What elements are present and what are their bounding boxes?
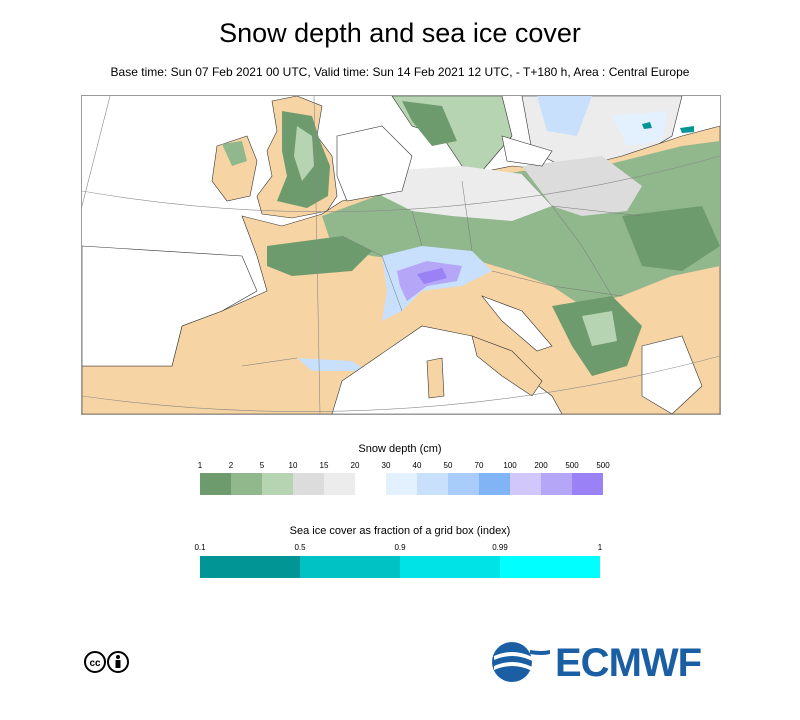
- ice-legend-tick: 1: [597, 543, 603, 552]
- ice-legend-tick: 0.1: [194, 543, 206, 552]
- snow-legend-tick: 1: [197, 461, 203, 470]
- sea-baltic: [501, 135, 553, 167]
- sea-north: [336, 125, 413, 202]
- ice-legend-swatch: [500, 556, 600, 578]
- map-canvas: [82, 96, 720, 414]
- snow-sweden-blue: [537, 96, 592, 136]
- svg-text:cc: cc: [89, 658, 101, 669]
- snow-legend-tick: 500: [596, 461, 610, 470]
- snow-legend-tick: 15: [319, 461, 329, 470]
- ice-legend-tick: 0.99: [492, 543, 508, 552]
- snow-legend-title: Snow depth (cm): [358, 443, 442, 455]
- snow-legend-swatch: [200, 473, 231, 495]
- sea-aegean: [641, 335, 703, 414]
- snow-legend-tick: 500: [565, 461, 579, 470]
- snow-legend-tick: 200: [534, 461, 548, 470]
- snow-germany-white: [382, 166, 552, 221]
- snow-legend-swatch: [417, 473, 448, 495]
- ice-legend-tick: 0.9: [394, 543, 406, 552]
- snow-legend-tick: 10: [288, 461, 298, 470]
- sea-biscay: [82, 245, 258, 367]
- ice-legend-title: Sea ice cover as fraction of a grid box …: [289, 525, 511, 537]
- snow-legend-swatch: [479, 473, 510, 495]
- snow-legend-swatch: [541, 473, 572, 495]
- ecmwf-logo-text: ECMWF: [555, 641, 702, 685]
- land-ireland: [211, 135, 258, 202]
- snow-legend-swatch: [386, 473, 417, 495]
- ice-legend-swatch: [200, 556, 300, 578]
- snow-legend-tick: 30: [381, 461, 391, 470]
- country-borders: [241, 173, 643, 367]
- snow-legend-swatch: [572, 473, 603, 495]
- ice-legend-swatch: [400, 556, 500, 578]
- snow-legend-swatch: [262, 473, 293, 495]
- creative-commons-by-icon: cc: [84, 650, 130, 679]
- graticule: [82, 96, 720, 414]
- ice-legend-tick: 0.5: [294, 543, 306, 552]
- snow-legend-tick: 40: [412, 461, 422, 470]
- map-panel: [81, 95, 721, 415]
- snow-legend-swatch: [324, 473, 355, 495]
- snow-legend-tick: 50: [443, 461, 453, 470]
- sea-adriatic: [481, 295, 553, 352]
- snow-legend-tick: 5: [259, 461, 265, 470]
- snow-balkans-light: [582, 311, 617, 346]
- land-sardinia: [426, 357, 445, 399]
- snow-legend-tick: 70: [474, 461, 484, 470]
- snow-france-north: [267, 236, 372, 276]
- snow-legend-swatch: [510, 473, 541, 495]
- snow-scandinavia: [402, 101, 457, 146]
- chart-title: Snow depth and sea ice cover: [219, 18, 581, 48]
- snow-legend-swatch: [293, 473, 324, 495]
- snow-legend-swatch: [448, 473, 479, 495]
- snow-britain-light: [294, 126, 314, 181]
- snow-east-dark: [622, 206, 720, 271]
- snow-legend-tick: 100: [503, 461, 517, 470]
- sea-ice-finland: [642, 122, 694, 133]
- snow-sweden-blue2: [612, 111, 667, 146]
- snow-pyrenees: [297, 358, 367, 371]
- ice-legend-swatch: [300, 556, 400, 578]
- snow-poland-white: [522, 156, 642, 216]
- snow-legend-tick: 20: [350, 461, 360, 470]
- chart-subtitle: Base time: Sun 07 Feb 2021 00 UTC, Valid…: [110, 65, 690, 79]
- land-italy-south: [471, 335, 543, 397]
- snow-ireland: [222, 141, 247, 166]
- snow-legend-swatch: [355, 473, 386, 495]
- snow-alps-core: [417, 268, 447, 284]
- ecmwf-logo-icon: [490, 640, 552, 689]
- snow-legend-swatch: [231, 473, 262, 495]
- snow-legend-tick: 2: [228, 461, 234, 470]
